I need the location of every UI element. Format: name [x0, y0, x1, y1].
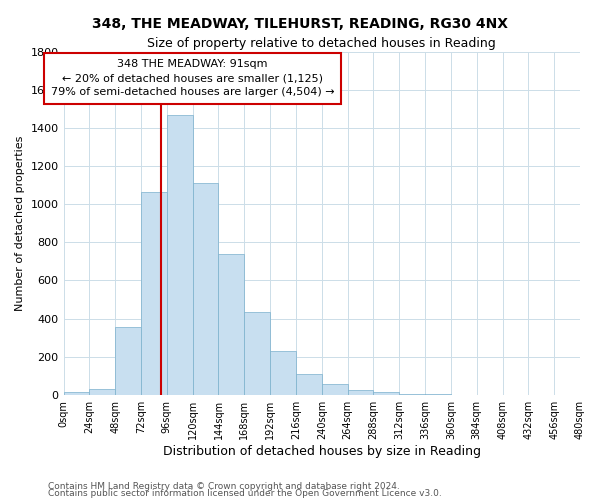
- Bar: [218, 254, 244, 395]
- Bar: [270, 352, 296, 395]
- Bar: [89, 389, 115, 395]
- Title: Size of property relative to detached houses in Reading: Size of property relative to detached ho…: [148, 38, 496, 51]
- Bar: [399, 394, 425, 395]
- Text: Contains public sector information licensed under the Open Government Licence v3: Contains public sector information licen…: [48, 490, 442, 498]
- Bar: [244, 312, 270, 395]
- Bar: [115, 327, 141, 395]
- Text: 348, THE MEADWAY, TILEHURST, READING, RG30 4NX: 348, THE MEADWAY, TILEHURST, READING, RG…: [92, 18, 508, 32]
- Text: 348 THE MEADWAY: 91sqm
← 20% of detached houses are smaller (1,125)
79% of semi-: 348 THE MEADWAY: 91sqm ← 20% of detached…: [51, 60, 334, 98]
- Text: Contains HM Land Registry data © Crown copyright and database right 2024.: Contains HM Land Registry data © Crown c…: [48, 482, 400, 491]
- Bar: [64, 392, 89, 395]
- Bar: [141, 192, 167, 395]
- Bar: [167, 114, 193, 395]
- Bar: [193, 183, 218, 395]
- Y-axis label: Number of detached properties: Number of detached properties: [15, 136, 25, 311]
- Bar: [347, 390, 373, 395]
- Bar: [296, 374, 322, 395]
- X-axis label: Distribution of detached houses by size in Reading: Distribution of detached houses by size …: [163, 444, 481, 458]
- Bar: [322, 384, 347, 395]
- Bar: [373, 392, 399, 395]
